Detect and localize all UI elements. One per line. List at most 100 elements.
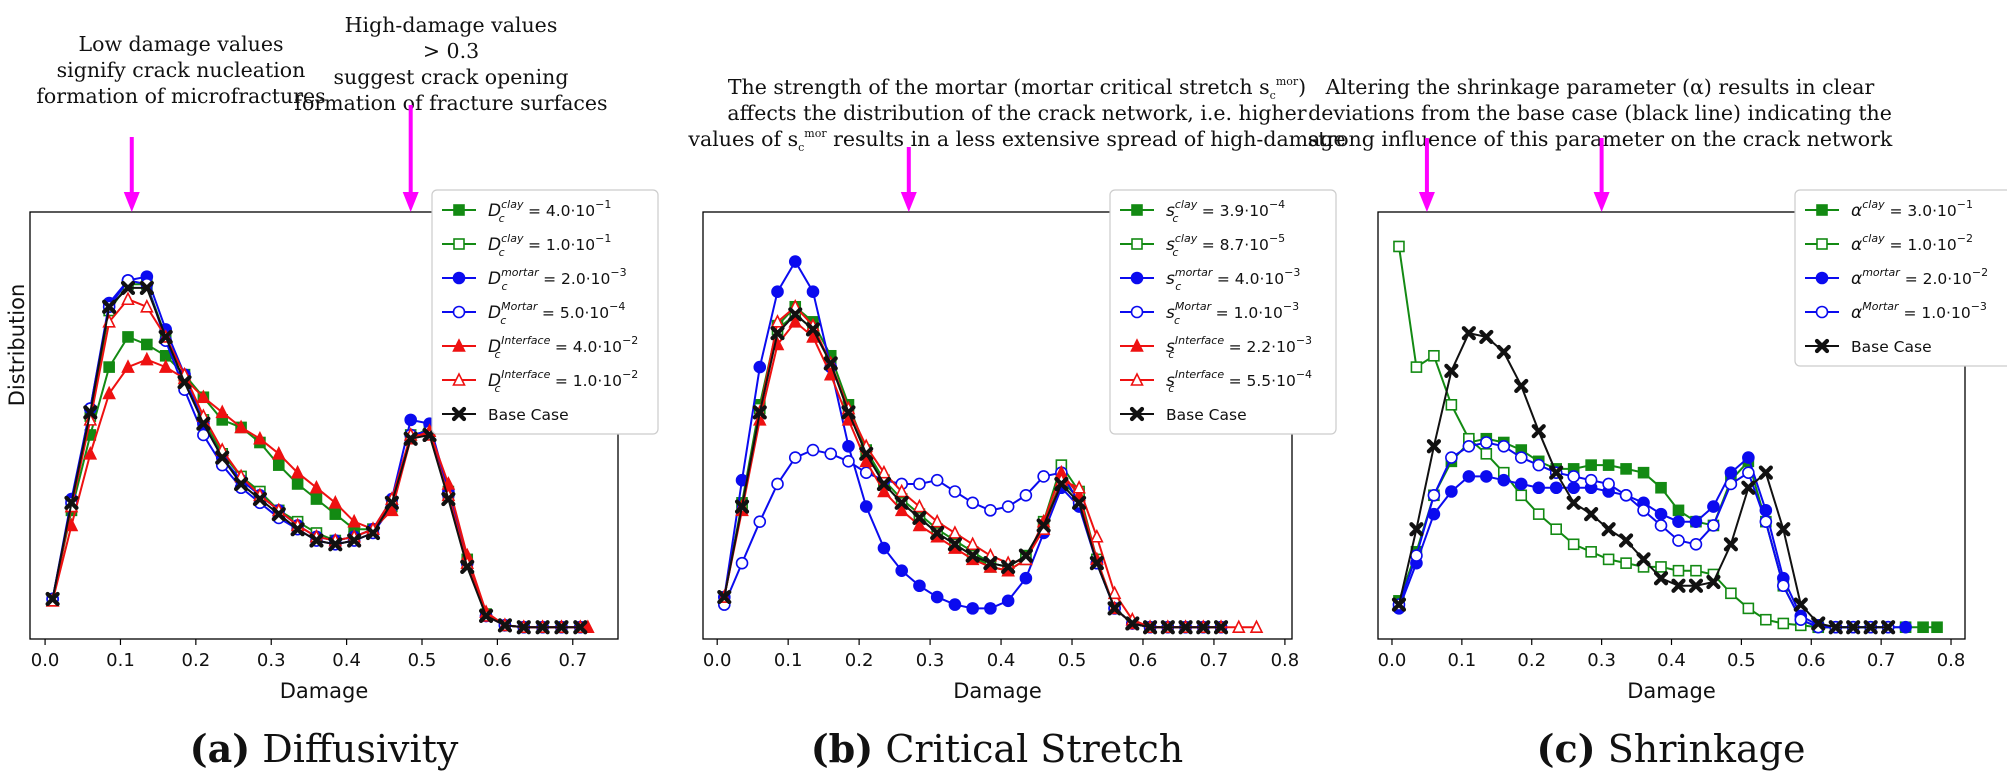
- x-tick-label: 0.1: [1448, 650, 1477, 671]
- data-point: [734, 499, 750, 514]
- x-tick-label: 0.2: [845, 650, 874, 671]
- data-point: [823, 366, 838, 381]
- data-point: [1001, 594, 1015, 608]
- data-point: [771, 285, 784, 299]
- data-point: [1689, 537, 1703, 551]
- data-point: [1793, 597, 1808, 612]
- data-point: [252, 491, 268, 507]
- legend-marker: [453, 238, 465, 250]
- legend-marker: [1816, 204, 1828, 216]
- arrow-head: [402, 192, 419, 212]
- data-point: [877, 464, 891, 479]
- data-point: [1018, 548, 1033, 563]
- data-point: [83, 405, 98, 420]
- x-tick-label: 0.7: [558, 650, 587, 671]
- legend: αclay = 3.0·10−1 αclay = 1.0·10−2 αmortar …: [1794, 189, 2007, 367]
- x-tick-label: 0.6: [483, 650, 512, 671]
- data-point: [1706, 574, 1721, 590]
- data-point: [912, 510, 927, 525]
- legend-label: sclay c = 3.9·10−4: [1166, 198, 1285, 225]
- x-tick-label: 0.0: [1378, 650, 1407, 671]
- data-point: [877, 541, 891, 555]
- data-point: [1585, 546, 1597, 558]
- data-point: [328, 495, 343, 509]
- data-point: [1584, 507, 1599, 522]
- data-point: [215, 404, 230, 419]
- data-point: [121, 291, 135, 306]
- data-point: [752, 405, 767, 420]
- data-point: [45, 591, 60, 607]
- data-point: [859, 446, 874, 461]
- legend-label: Base Case: [1851, 338, 1932, 356]
- data-point: [788, 255, 802, 268]
- data-point: [233, 476, 249, 492]
- data-point: [966, 496, 979, 510]
- x-tick-label: 0.0: [31, 650, 60, 671]
- series-line: [1398, 246, 1871, 629]
- x-tick-label: 0.4: [1657, 650, 1686, 671]
- legend-box: [431, 189, 659, 435]
- data-point: [930, 473, 944, 487]
- data-point: [1602, 477, 1615, 491]
- data-point: [930, 590, 944, 604]
- arrow-head: [1593, 192, 1610, 212]
- data-point: [1514, 378, 1529, 394]
- series-group: [45, 270, 595, 635]
- data-point: [1881, 620, 1896, 635]
- legend-label: sMortar c = 1.0·10−3: [1166, 300, 1299, 327]
- data-point: [1249, 619, 1264, 634]
- data-point: [1671, 578, 1686, 593]
- legend-marker: [1814, 338, 1830, 354]
- legend-marker: [1816, 238, 1828, 250]
- data-point: [1636, 552, 1651, 567]
- data-point: [309, 533, 324, 548]
- legend-marker: [1130, 305, 1144, 319]
- data-point: [573, 620, 588, 635]
- data-point: [1655, 481, 1667, 494]
- legend-marker: [1130, 271, 1144, 285]
- data-point: [234, 419, 248, 434]
- data-point: [1742, 602, 1755, 615]
- data-point: [1107, 585, 1122, 600]
- x-axis-label: Damage: [1627, 679, 1716, 703]
- annotation-text: The strength of the mortar (mortar criti…: [728, 75, 1306, 102]
- series-line: [1398, 437, 1937, 629]
- data-point: [1863, 620, 1878, 635]
- legend-marker: [453, 204, 465, 216]
- annotation-text: High-damage values: [345, 13, 558, 37]
- data-point: [1931, 621, 1943, 634]
- data-point: [1107, 601, 1122, 616]
- x-tick-label: 0.3: [1587, 650, 1616, 671]
- legend-box: [1794, 189, 2007, 367]
- data-point: [1759, 515, 1773, 528]
- data-point: [1724, 466, 1738, 479]
- data-point: [1707, 519, 1720, 532]
- data-point: [1497, 439, 1511, 453]
- data-point: [1427, 488, 1441, 502]
- data-point: [1531, 424, 1546, 439]
- data-point: [1723, 537, 1738, 552]
- data-point: [859, 453, 874, 468]
- data-point: [1479, 329, 1494, 345]
- data-point: [1777, 617, 1790, 630]
- data-point: [1724, 477, 1738, 491]
- data-point: [876, 476, 892, 492]
- legend-marker: [1130, 372, 1144, 386]
- data-point: [1655, 561, 1667, 573]
- data-point: [1637, 504, 1650, 517]
- data-point: [735, 556, 749, 570]
- data-point: [1741, 480, 1756, 495]
- data-point: [770, 326, 785, 341]
- data-point: [1515, 489, 1528, 502]
- legend-marker: [1815, 305, 1829, 319]
- data-point: [329, 508, 342, 520]
- data-point: [347, 513, 361, 528]
- data-point: [788, 314, 803, 328]
- data-point: [478, 608, 494, 624]
- data-point: [965, 536, 980, 551]
- data-point: [1019, 571, 1033, 585]
- panel-caption: (b) Critical Stretch: [811, 726, 1184, 771]
- data-point: [177, 375, 192, 390]
- data-point: [1445, 451, 1458, 464]
